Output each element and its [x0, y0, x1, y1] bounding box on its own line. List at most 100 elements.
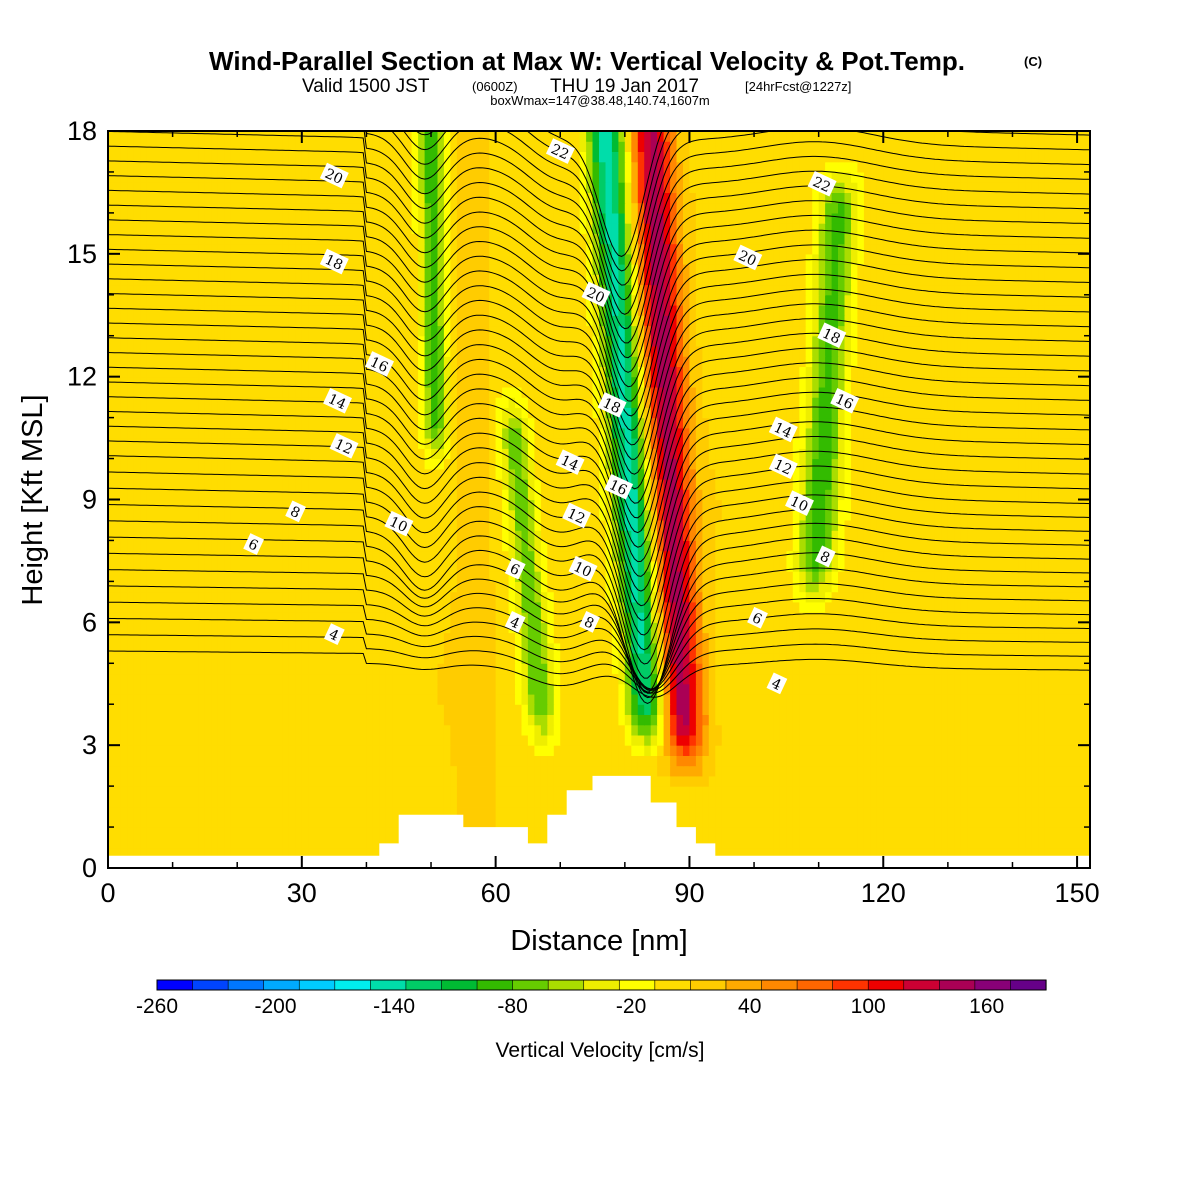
field-cell	[993, 581, 1001, 593]
field-cell	[566, 571, 574, 582]
field-cell	[934, 755, 942, 767]
field-cell	[1057, 550, 1065, 562]
field-cell	[450, 714, 458, 726]
field-cell	[999, 642, 1007, 654]
field-cell	[715, 571, 723, 582]
field-cell	[954, 601, 962, 613]
field-cell	[889, 734, 897, 746]
field-cell	[734, 816, 742, 828]
field-cell	[896, 612, 904, 623]
field-cell	[1057, 806, 1065, 818]
field-cell	[327, 816, 335, 828]
field-cell	[644, 755, 652, 767]
field-cell	[889, 694, 897, 705]
field-cell	[670, 642, 678, 654]
field-cell	[644, 694, 652, 705]
field-cell	[896, 601, 904, 613]
field-cell	[799, 601, 807, 613]
field-cell	[767, 796, 775, 808]
field-cell	[553, 550, 561, 562]
field-cell	[443, 612, 451, 623]
field-cell	[618, 683, 626, 695]
field-cell	[967, 683, 975, 695]
field-cell	[1077, 673, 1085, 685]
field-cell	[521, 734, 529, 746]
field-cell	[295, 837, 303, 849]
field-cell	[495, 622, 503, 634]
field-cell	[179, 591, 187, 603]
field-cell	[676, 734, 684, 746]
field-cell	[1064, 745, 1072, 756]
field-cell	[547, 724, 555, 736]
field-cell	[947, 827, 955, 838]
field-cell	[773, 632, 781, 644]
field-cell	[366, 806, 374, 818]
field-cell	[308, 581, 316, 593]
field-cell	[773, 571, 781, 582]
field-cell	[495, 612, 503, 623]
field-cell	[1064, 683, 1072, 695]
field-cell	[553, 745, 561, 756]
field-cell	[502, 734, 510, 746]
field-cell	[308, 847, 316, 859]
field-cell	[250, 683, 258, 695]
field-cell	[663, 796, 671, 808]
field-cell	[288, 816, 296, 828]
field-cell	[469, 775, 477, 787]
field-cell	[360, 581, 368, 593]
field-cell	[108, 755, 116, 767]
field-cell	[108, 530, 116, 541]
field-cell	[818, 694, 826, 705]
field-cell	[695, 683, 703, 695]
field-cell	[450, 755, 458, 767]
field-cell	[786, 714, 794, 726]
field-cell	[146, 847, 154, 859]
field-cell	[301, 837, 309, 849]
field-cell	[127, 581, 135, 593]
field-cell	[934, 612, 942, 623]
field-cell	[799, 530, 807, 541]
field-cell	[1077, 632, 1085, 644]
field-cell	[192, 734, 200, 746]
field-cell	[760, 622, 768, 634]
field-cell	[863, 653, 871, 664]
field-cell	[870, 816, 878, 828]
field-cell	[489, 612, 497, 623]
field-cell	[217, 796, 225, 808]
field-cell	[314, 642, 322, 654]
field-cell	[631, 734, 639, 746]
field-cell	[922, 704, 930, 715]
field-cell	[767, 816, 775, 828]
field-cell	[902, 622, 910, 634]
field-cell	[547, 786, 555, 797]
field-cell	[844, 612, 852, 623]
field-cell	[482, 755, 490, 767]
field-cell	[767, 632, 775, 644]
field-cell	[1077, 571, 1085, 582]
field-cell	[1077, 642, 1085, 654]
field-cell	[999, 540, 1007, 552]
field-cell	[108, 724, 116, 736]
field-cell	[146, 806, 154, 818]
field-cell	[980, 642, 988, 654]
field-cell	[372, 632, 380, 644]
field-cell	[153, 540, 161, 552]
field-cell	[695, 571, 703, 582]
field-cell	[637, 612, 645, 623]
field-cell	[515, 786, 523, 797]
field-cell	[179, 806, 187, 818]
field-cell	[153, 714, 161, 726]
field-cell	[1064, 775, 1072, 787]
field-cell	[424, 560, 432, 572]
field-cell	[851, 765, 859, 777]
field-cell	[443, 653, 451, 664]
field-cell	[831, 540, 839, 552]
field-cell	[366, 704, 374, 715]
field-cell	[928, 847, 936, 859]
field-cell	[482, 734, 490, 746]
field-cell	[579, 775, 587, 787]
field-cell	[683, 745, 691, 756]
field-cell	[883, 755, 891, 767]
field-cell	[166, 775, 174, 787]
field-cell	[1044, 765, 1052, 777]
